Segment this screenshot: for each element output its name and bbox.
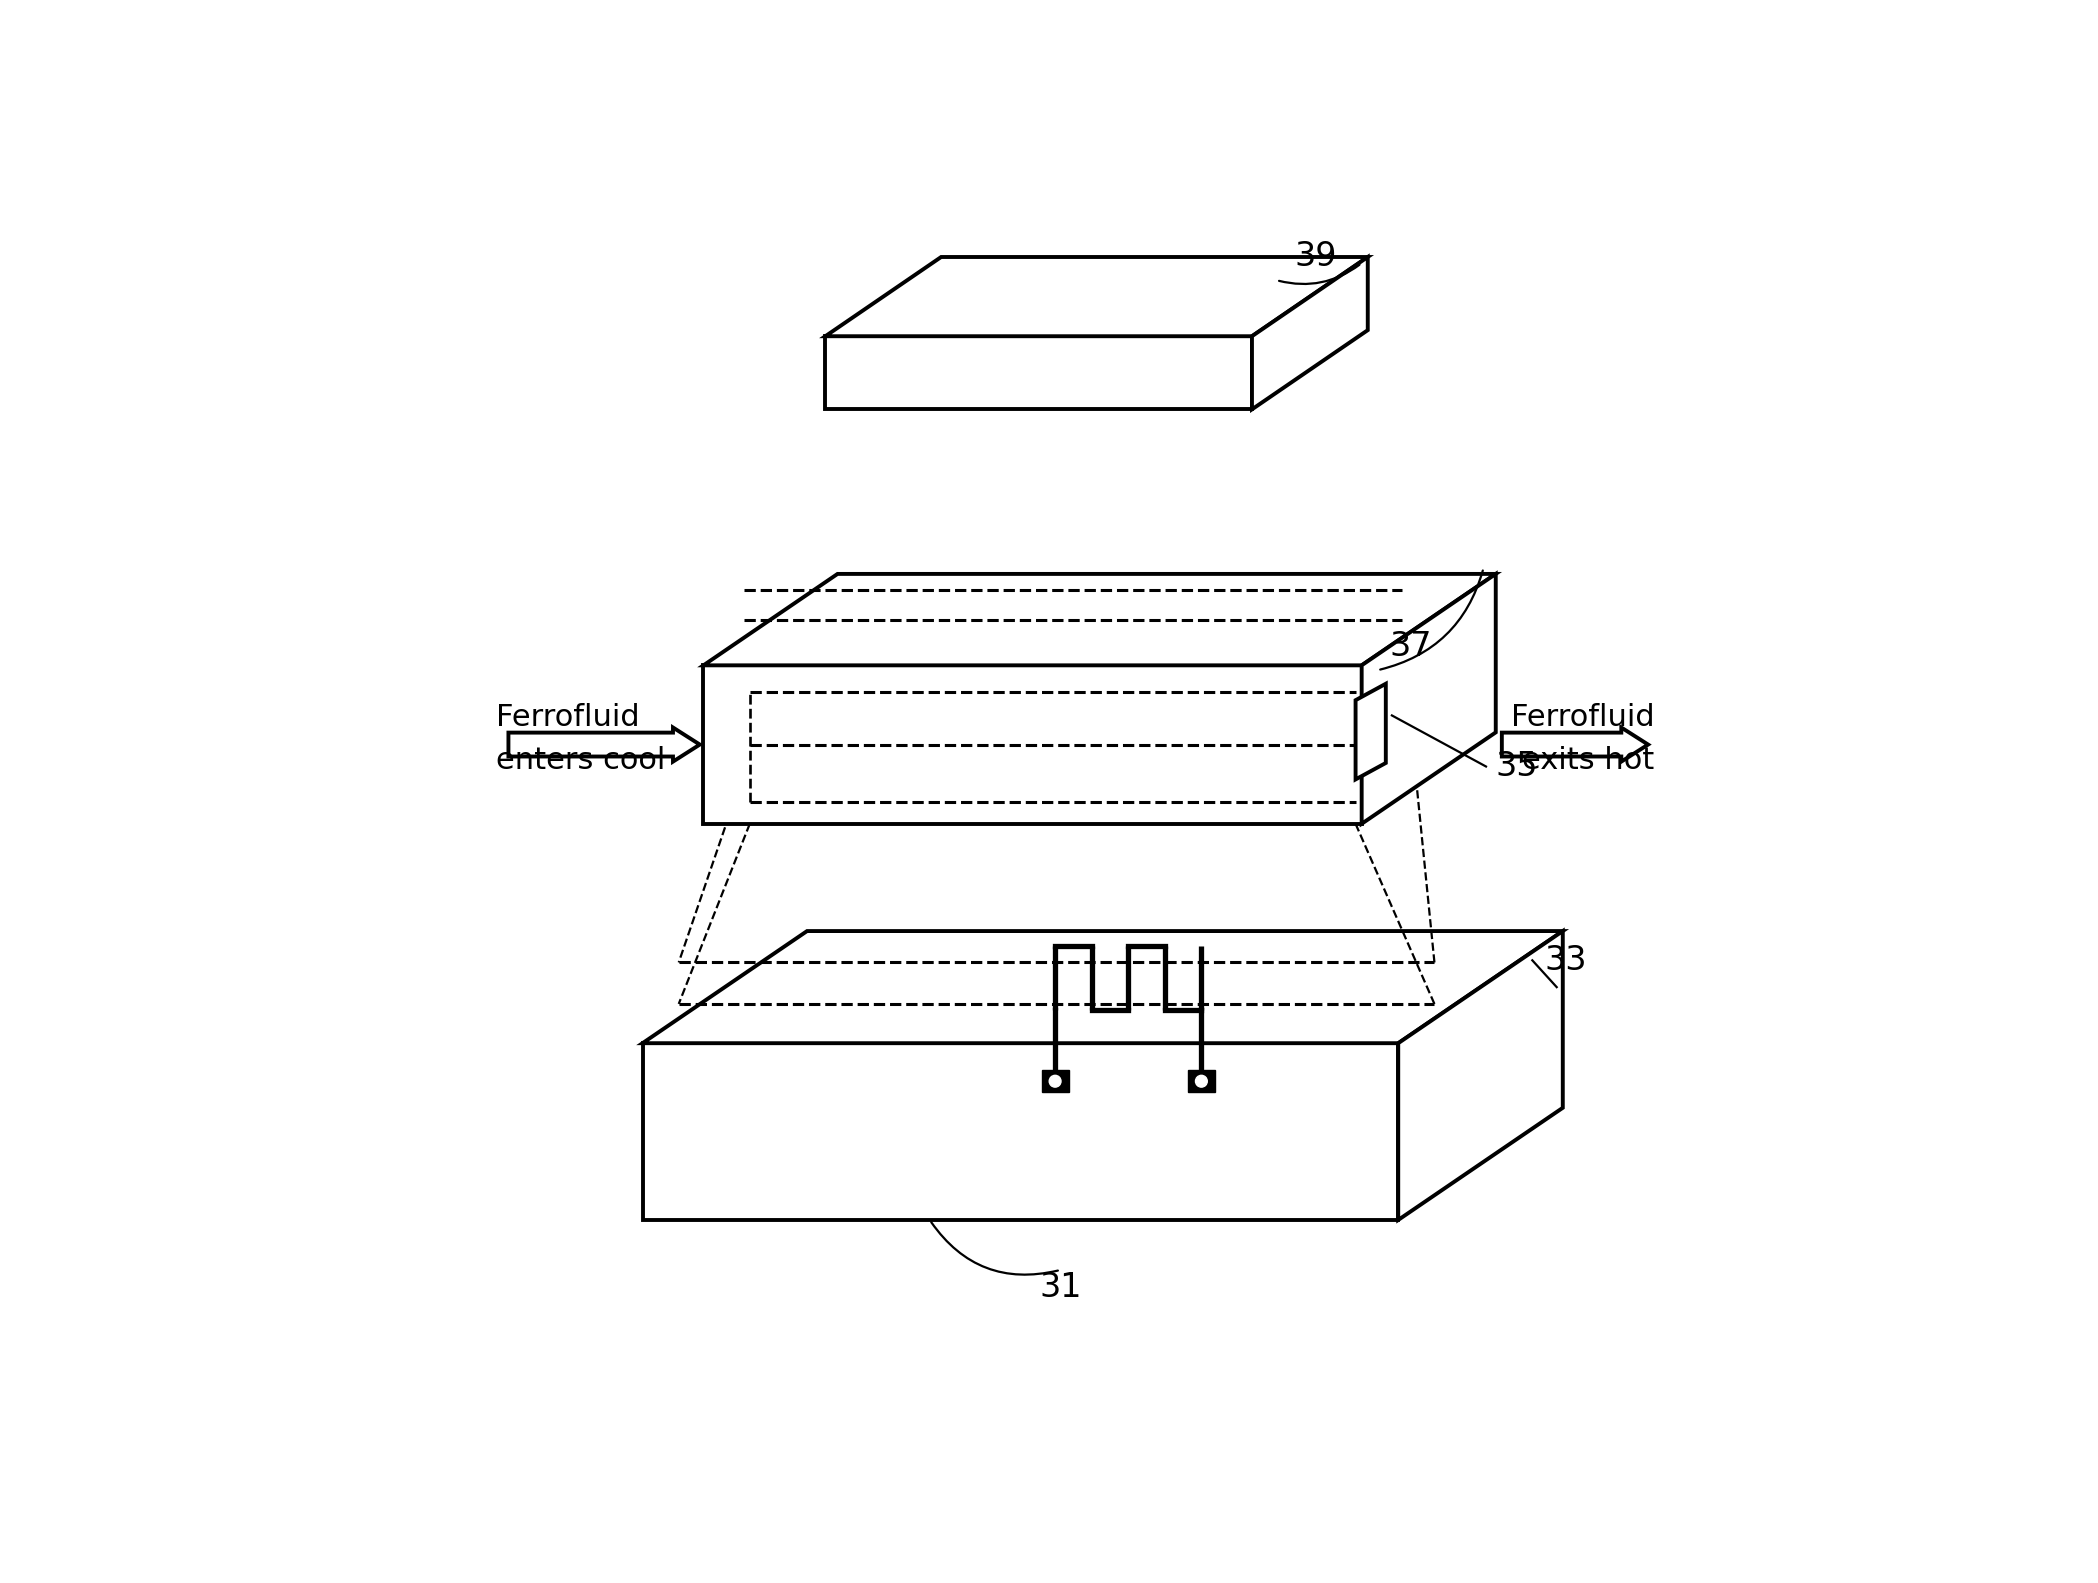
Circle shape [1049,1075,1062,1088]
Text: 37: 37 [1389,630,1433,663]
Text: enters cool: enters cool [497,746,665,776]
Circle shape [1196,1075,1206,1088]
Polygon shape [825,256,1368,336]
Polygon shape [825,336,1253,410]
Polygon shape [1362,575,1496,823]
Bar [1043,1070,1068,1092]
Text: Ferrofluid: Ferrofluid [497,703,640,733]
Text: exits hot: exits hot [1521,746,1653,776]
Polygon shape [703,575,1496,665]
Polygon shape [642,1043,1397,1220]
Text: 35: 35 [1496,750,1538,784]
Polygon shape [1253,256,1368,410]
Polygon shape [703,665,1362,823]
Bar [1187,1070,1215,1092]
Text: 39: 39 [1294,239,1336,272]
Text: 31: 31 [1039,1271,1083,1304]
Polygon shape [1355,684,1387,779]
Polygon shape [1397,931,1563,1220]
Polygon shape [508,728,701,761]
Polygon shape [1502,728,1649,761]
Polygon shape [642,931,1563,1043]
Text: 33: 33 [1544,943,1586,977]
Text: Ferrofluid: Ferrofluid [1511,703,1653,733]
